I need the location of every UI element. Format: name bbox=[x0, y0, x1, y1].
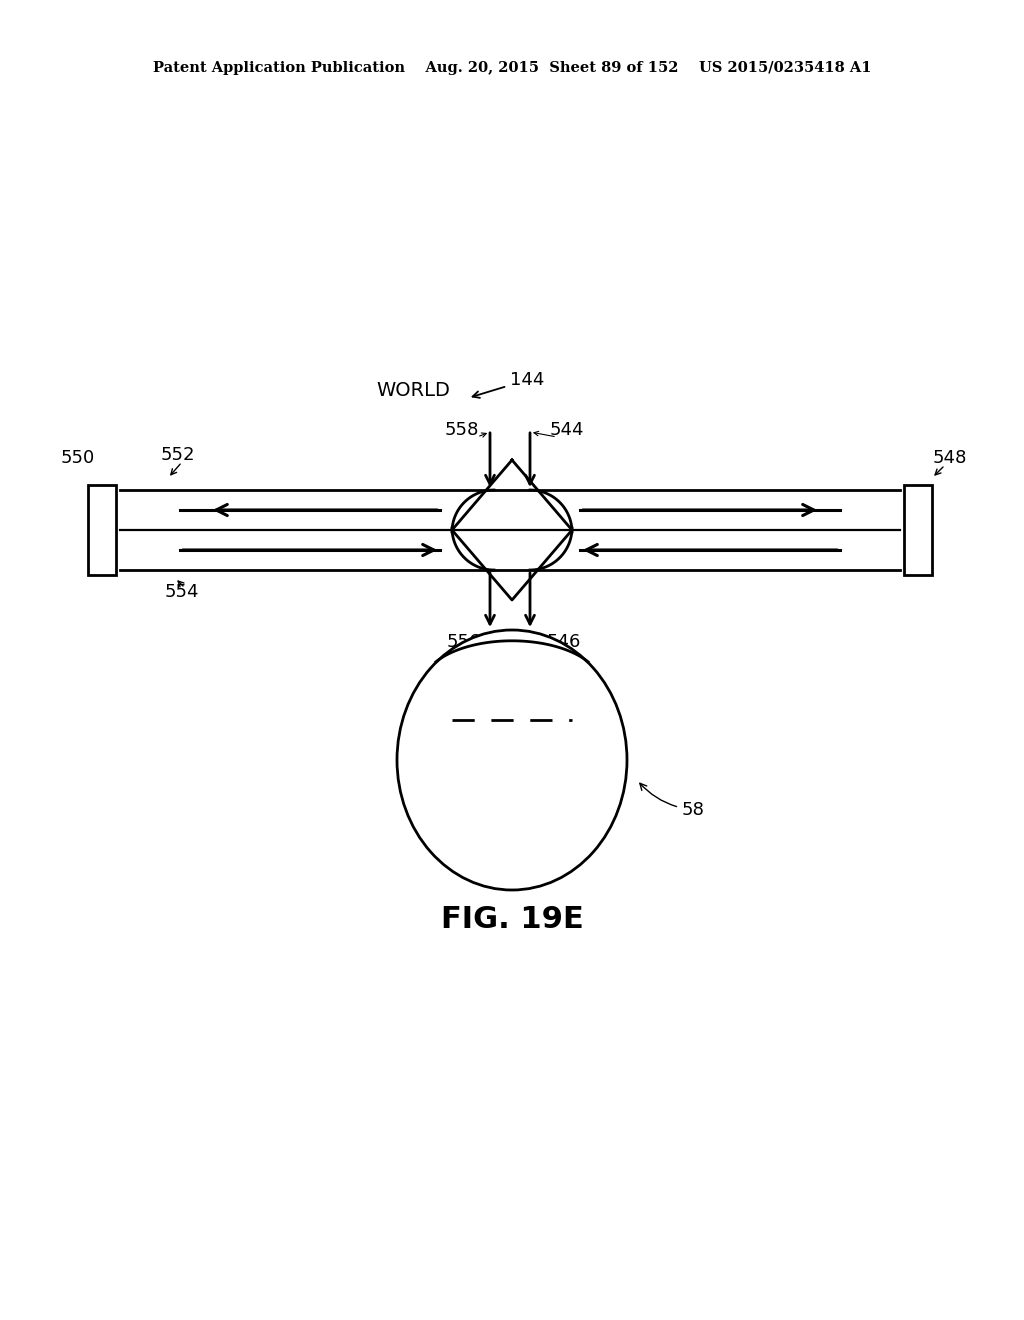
Text: 58: 58 bbox=[640, 783, 705, 818]
Bar bbox=[88, 484, 116, 576]
Text: WORLD: WORLD bbox=[376, 380, 450, 400]
Text: 550: 550 bbox=[60, 449, 95, 467]
Text: 546: 546 bbox=[547, 634, 582, 651]
Ellipse shape bbox=[397, 630, 627, 890]
Text: 544: 544 bbox=[550, 421, 585, 440]
Text: 144: 144 bbox=[473, 371, 545, 397]
Text: 554: 554 bbox=[165, 583, 200, 601]
Text: 552: 552 bbox=[161, 446, 196, 465]
Text: FIG. 19E: FIG. 19E bbox=[440, 906, 584, 935]
Text: 556: 556 bbox=[446, 634, 481, 651]
Text: Patent Application Publication    Aug. 20, 2015  Sheet 89 of 152    US 2015/0235: Patent Application Publication Aug. 20, … bbox=[153, 61, 871, 75]
Bar bbox=[904, 484, 932, 576]
Text: 558: 558 bbox=[444, 421, 479, 440]
Text: 548: 548 bbox=[933, 449, 968, 467]
